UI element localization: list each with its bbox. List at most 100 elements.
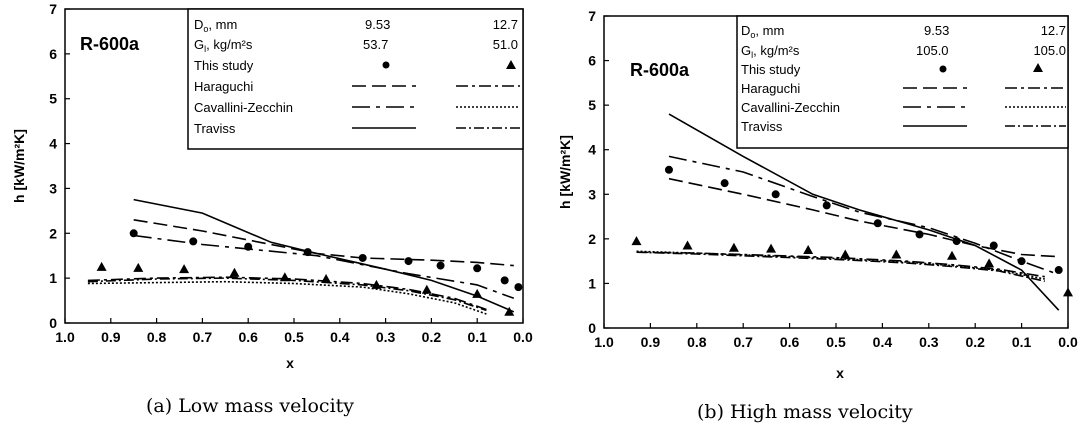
chart-high-mass-velocity: 012345671.0 0.9 0.8 0.7 0.6 0.5 0.4 0.3 0.2 0.1 0.… <box>557 8 1078 381</box>
point-this-study-12-7 <box>179 264 189 273</box>
point-this-study-9-53 <box>437 262 445 270</box>
legend-g-value-2: 51.0 <box>493 37 518 52</box>
point-this-study-12-7 <box>229 268 239 277</box>
point-this-study-12-7 <box>891 249 901 258</box>
x-tick-label: 0.1 <box>467 329 487 345</box>
point-this-study-12-7 <box>631 236 641 245</box>
y-tick-label: 7 <box>49 1 57 17</box>
y-tick-label: 4 <box>588 142 596 158</box>
x-tick-label: 0.8 <box>687 334 707 350</box>
x-tick-label: 0.9 <box>101 329 121 345</box>
point-this-study-12-7 <box>683 241 693 250</box>
caption-a: (a) Low mass velocity <box>146 395 354 417</box>
point-this-study-12-7 <box>947 251 957 260</box>
legend-g-value-1: 105.0 <box>916 43 949 58</box>
point-this-study-9-53 <box>1018 257 1026 265</box>
y-tick-label: 1 <box>588 275 596 291</box>
data-marks <box>88 200 523 316</box>
point-this-study-9-53 <box>189 237 197 245</box>
legend-entry-cavallini: Cavallini-Zecchin <box>741 100 840 115</box>
legend-entry-traviss: Traviss <box>194 121 236 136</box>
point-this-study-9-53 <box>665 166 673 174</box>
x-tick-label: 0.7 <box>733 334 753 350</box>
legend-do-label: Do, mm <box>194 17 237 34</box>
chart-title: R-600a <box>80 34 140 54</box>
line-haraguchi-12-7 <box>88 277 487 309</box>
x-tick-label: 1.0 <box>594 334 614 350</box>
y-tick-label: 5 <box>588 97 596 113</box>
legend-do-label: Do, mm <box>741 23 784 40</box>
legend-entry-this-study: This study <box>194 58 254 73</box>
point-this-study-12-7 <box>1063 287 1073 296</box>
point-this-study-12-7 <box>803 245 813 254</box>
x-tick-label: 0.1 <box>1012 334 1032 350</box>
caption-b: (b) High mass velocity <box>697 401 913 423</box>
x-tick-label: 0.4 <box>330 329 350 345</box>
legend-entry-cavallini: Cavallini-Zecchin <box>194 100 293 115</box>
legend-circle-marker <box>383 62 390 69</box>
line-haraguchi-12-7 <box>637 252 1045 277</box>
legend-do-value-1: 9.53 <box>924 23 949 38</box>
x-tick-label: 0.2 <box>422 329 442 345</box>
x-tick-label: 0.0 <box>513 329 533 345</box>
point-this-study-12-7 <box>984 258 994 267</box>
legend-do-value-2: 12.7 <box>1041 23 1066 38</box>
line-haraguchi-9-53 <box>669 179 1059 257</box>
point-this-study-9-53 <box>501 276 509 284</box>
legend-entry-traviss: Traviss <box>741 119 783 134</box>
point-this-study-12-7 <box>97 262 107 271</box>
point-this-study-9-53 <box>1055 266 1063 274</box>
point-this-study-9-53 <box>823 201 831 209</box>
y-tick-label: 3 <box>49 180 57 196</box>
x-tick-label: 0.5 <box>826 334 846 350</box>
legend-entry-haraguchi: Haraguchi <box>741 81 800 96</box>
point-this-study-12-7 <box>133 263 143 272</box>
y-tick-label: 3 <box>588 186 596 202</box>
x-tick-label: 0.5 <box>284 329 304 345</box>
legend-entry-haraguchi: Haraguchi <box>194 79 253 94</box>
y-tick-label: 6 <box>49 46 57 62</box>
x-axis-label: x <box>836 365 844 381</box>
legend-g-label: Gl, kg/m²s <box>194 37 253 54</box>
point-this-study-9-53 <box>721 179 729 187</box>
point-this-study-9-53 <box>514 283 522 291</box>
legend: Do, mm 9.53 12.7 Gl, kg/m²s 53.7 51.0 Th… <box>188 9 523 149</box>
y-tick-label: 5 <box>49 91 57 107</box>
x-tick-label: 0.2 <box>965 334 985 350</box>
point-this-study-9-53 <box>405 257 413 265</box>
x-tick-label: 0.6 <box>780 334 800 350</box>
x-tick-label: 0.3 <box>376 329 396 345</box>
chart-low-mass-velocity: 0 1 2 3 4 5 6 7 1.0 0.9 0.8 0.7 0.6 0.5 0.4 0.3 0.2 0.1 0.… <box>11 1 533 371</box>
legend-circle-marker <box>940 66 947 73</box>
x-tick-label: 1.0 <box>55 329 75 345</box>
line-traviss-12-7 <box>88 278 487 310</box>
x-tick-label: 0.3 <box>919 334 939 350</box>
point-this-study-12-7 <box>840 249 850 258</box>
y-axis-label: h [kW/m²K] <box>557 135 573 209</box>
line-cavallini-zecchin-12-7 <box>637 251 1045 279</box>
chart-title: R-600a <box>630 60 690 80</box>
line-traviss-9-53 <box>134 200 514 312</box>
x-tick-label: 0.7 <box>193 329 213 345</box>
x-axis-label: x <box>286 355 294 371</box>
y-tick-label: 1 <box>49 270 57 286</box>
point-this-study-12-7 <box>766 244 776 253</box>
legend-entry-this-study: This study <box>741 62 801 77</box>
y-tick-label: 4 <box>49 136 57 152</box>
x-tick-label: 0.0 <box>1058 334 1078 350</box>
x-tick-label: 0.6 <box>238 329 258 345</box>
y-axis-label: h [kW/m²K] <box>11 129 27 203</box>
legend-g-value-2: 105.0 <box>1033 43 1066 58</box>
y-tick-label: 6 <box>588 53 596 69</box>
point-this-study-9-53 <box>473 264 481 272</box>
legend-g-label: Gl, kg/m²s <box>741 43 800 60</box>
line-cavallini-zecchin-9-53 <box>669 156 1059 274</box>
legend-g-value-1: 53.7 <box>363 37 388 52</box>
legend-do-value-1: 9.53 <box>365 17 390 32</box>
x-tick-label: 0.4 <box>873 334 893 350</box>
line-traviss-12-7 <box>637 252 1045 281</box>
point-this-study-9-53 <box>772 190 780 198</box>
point-this-study-12-7 <box>729 243 739 252</box>
legend-do-value-2: 12.7 <box>493 17 518 32</box>
